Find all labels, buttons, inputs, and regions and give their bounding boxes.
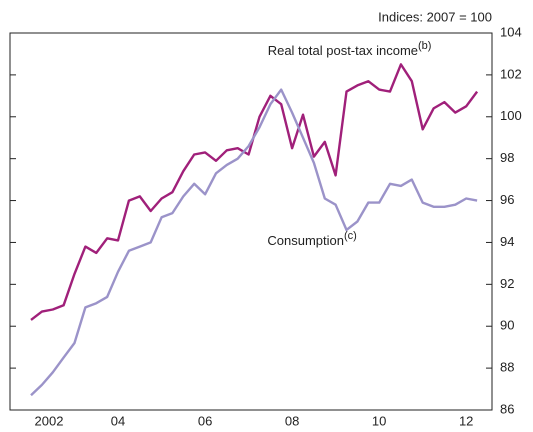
x-tick-label: 2002 — [35, 413, 64, 428]
x-tick-label: 12 — [459, 413, 473, 428]
plot-frame — [9, 32, 493, 411]
chart-subtitle: Indices: 2007 = 100 — [378, 9, 492, 24]
series-name: Real total post-tax income — [268, 43, 418, 58]
x-tick-label: 10 — [372, 413, 386, 428]
y-tick-label: 100 — [500, 108, 522, 123]
series-line — [30, 88, 478, 397]
y-tick-label: 104 — [500, 24, 522, 39]
series-footnote: (b) — [418, 40, 431, 52]
series-label: Consumption — [267, 233, 344, 248]
y-tick-label: 98 — [500, 150, 514, 165]
y-tick-label: 86 — [500, 401, 514, 416]
x-tick-label: 08 — [285, 413, 299, 428]
series-line — [30, 63, 479, 321]
series-name: Consumption — [267, 233, 344, 248]
y-tick-label: 88 — [500, 360, 514, 375]
series-footnote: (c) — [344, 230, 357, 242]
y-tick-label: 90 — [500, 318, 514, 333]
x-tick-label: 06 — [198, 413, 212, 428]
y-tick-label: 92 — [500, 276, 514, 291]
y-tick-label: 96 — [500, 192, 514, 207]
x-tick-label: 04 — [111, 413, 125, 428]
series-label: Real total post-tax income — [268, 43, 418, 58]
y-tick-label: 94 — [500, 234, 514, 249]
y-tick-label: 102 — [500, 66, 522, 81]
